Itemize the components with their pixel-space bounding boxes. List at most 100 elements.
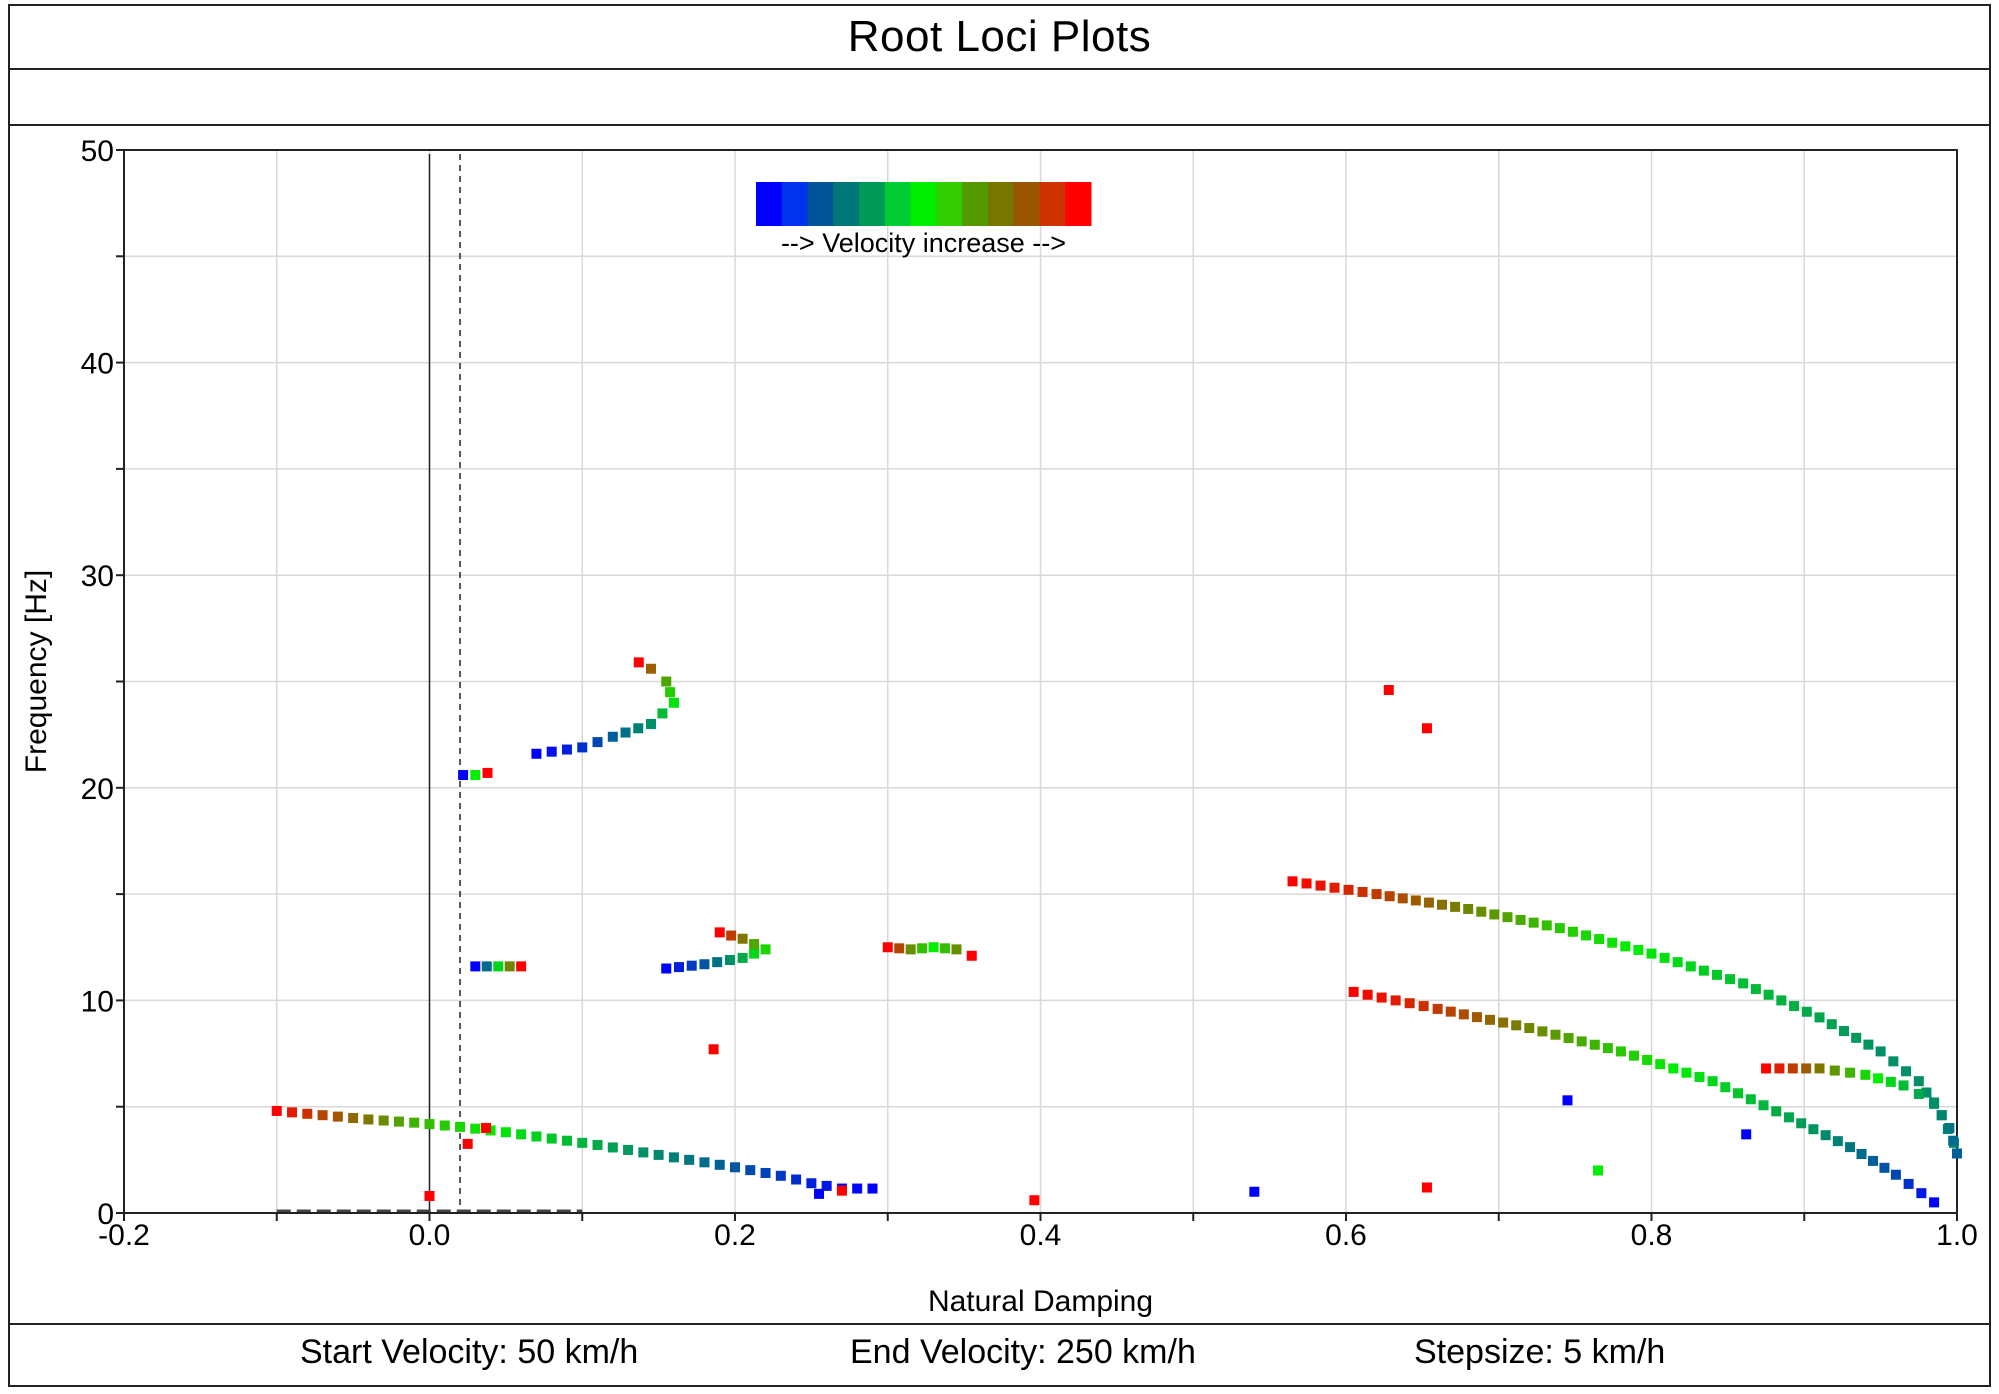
x-tick-label: 0.8: [1631, 1219, 1673, 1252]
chart-frame: Root Loci Plots Start Velocity: 50 km/h …: [8, 4, 1991, 1387]
data-point: [1761, 1063, 1772, 1074]
data-point: [1445, 1006, 1456, 1017]
data-point: [592, 1139, 603, 1150]
y-tick-label: 50: [81, 135, 114, 168]
velocity-legend: --> Velocity increase -->: [756, 182, 1092, 258]
data-point: [1432, 1003, 1443, 1014]
data-point: [1929, 1197, 1940, 1208]
data-point: [1329, 882, 1340, 893]
data-point: [1863, 1039, 1874, 1050]
data-point: [894, 943, 905, 954]
data-point: [531, 748, 542, 759]
data-point: [1249, 1186, 1260, 1197]
data-point: [607, 1142, 618, 1153]
data-point: [455, 1121, 466, 1132]
end-velocity-label: End Velocity: 250 km/h: [850, 1333, 1196, 1371]
legend-swatch: [1065, 182, 1092, 226]
data-point: [1879, 1162, 1890, 1173]
data-point: [1357, 886, 1368, 897]
data-point: [1681, 1067, 1692, 1078]
data-point: [821, 1180, 832, 1191]
data-point: [699, 1157, 710, 1168]
data-point: [470, 961, 481, 972]
data-point: [302, 1108, 313, 1119]
data-point: [1371, 889, 1382, 900]
data-point: [686, 960, 697, 971]
data-point: [645, 719, 656, 730]
data-point: [1348, 986, 1359, 997]
y-tick-label: 20: [81, 773, 114, 806]
data-point: [1789, 1001, 1800, 1012]
data-point: [1594, 934, 1605, 945]
data-point: [730, 1162, 740, 1173]
data-point: [1796, 1118, 1807, 1129]
data-point: [1589, 1039, 1600, 1050]
data-point: [1537, 1026, 1548, 1037]
data-point: [760, 944, 771, 955]
data-point: [1944, 1122, 1955, 1133]
data-point: [561, 1135, 572, 1146]
data-point: [1646, 948, 1657, 959]
data-point: [1888, 1056, 1899, 1067]
data-point: [836, 1185, 847, 1196]
data-point: [657, 708, 668, 719]
data-point: [1471, 1012, 1482, 1023]
title-bar: Root Loci Plots: [10, 6, 1989, 70]
data-point: [1948, 1135, 1959, 1146]
x-tick-label: 0.6: [1325, 1219, 1367, 1252]
x-tick-label: 1.0: [1936, 1219, 1978, 1252]
data-point: [1851, 1032, 1862, 1043]
data-point: [531, 1131, 542, 1142]
data-point: [714, 1159, 725, 1170]
data-point: [1410, 895, 1421, 906]
y-tick-label: 40: [81, 348, 114, 381]
data-point: [516, 961, 527, 972]
data-point: [1620, 941, 1631, 952]
data-point: [1750, 984, 1761, 995]
data-point: [1763, 989, 1774, 1000]
data-point: [867, 1183, 878, 1194]
data-point: [577, 1137, 588, 1148]
data-point: [1343, 884, 1354, 895]
data-point: [1629, 1050, 1640, 1061]
data-point: [1774, 1063, 1785, 1074]
data-point: [661, 676, 672, 687]
data-point: [439, 1120, 450, 1131]
legend-swatch: [1039, 182, 1066, 226]
data-point: [1903, 1178, 1914, 1189]
y-tick-label: 10: [81, 985, 114, 1018]
data-point: [760, 1167, 771, 1178]
data-point: [1607, 937, 1618, 948]
data-point: [1541, 920, 1552, 931]
data-point: [1421, 1182, 1432, 1193]
data-point: [1642, 1054, 1653, 1065]
data-point: [1301, 878, 1312, 889]
data-point: [661, 963, 672, 974]
data-point: [1936, 1110, 1947, 1121]
data-point: [749, 948, 760, 959]
data-points: [271, 657, 1962, 1208]
data-point: [1655, 1059, 1666, 1070]
data-point: [633, 723, 644, 734]
data-point: [966, 950, 977, 961]
data-point: [1867, 1155, 1878, 1166]
data-point: [577, 742, 588, 753]
data-point: [1741, 1129, 1752, 1140]
data-point: [1711, 969, 1722, 980]
data-point: [1829, 1065, 1840, 1076]
data-point: [749, 939, 760, 950]
data-point: [1502, 912, 1513, 923]
legend-swatch: [910, 182, 937, 226]
x-tick-label: -0.2: [98, 1219, 150, 1252]
data-point: [1602, 1043, 1613, 1054]
data-point: [409, 1117, 420, 1128]
x-tick-label: 0.0: [409, 1219, 451, 1252]
data-point: [737, 933, 748, 944]
data-point: [1929, 1097, 1940, 1108]
data-point: [1814, 1012, 1825, 1023]
data-point: [1814, 1063, 1825, 1074]
data-point: [653, 1149, 664, 1160]
data-point: [1820, 1130, 1831, 1141]
start-velocity-label: Start Velocity: 50 km/h: [300, 1333, 639, 1371]
